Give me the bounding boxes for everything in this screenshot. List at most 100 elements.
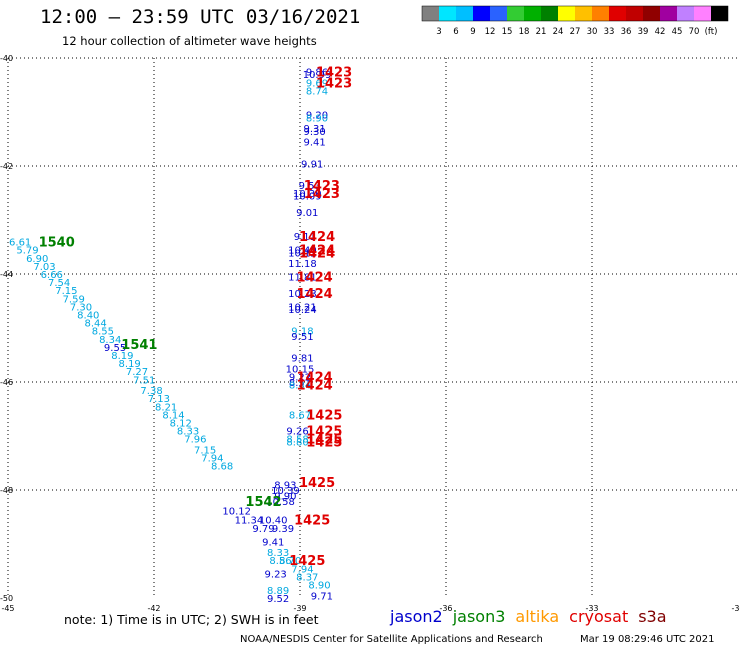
scale-label: (ft) — [705, 27, 718, 37]
wave-height-value: 7.38 — [140, 386, 162, 397]
footnote: note: 1) Time is in UTC; 2) SWH is in fe… — [64, 612, 319, 627]
y-tick-label: -50 — [0, 594, 13, 603]
wave-height-value: 10.15 — [286, 365, 315, 376]
scale-swatch — [677, 6, 694, 21]
wave-height-value: 10.99 — [303, 70, 332, 81]
scale-swatch — [439, 6, 456, 21]
scale-swatch — [609, 6, 626, 21]
x-tick-label: -45 — [1, 604, 14, 613]
scale-swatch — [694, 6, 711, 21]
pass-time-label: 1424 — [297, 379, 333, 394]
page-subtitle: 12 hour collection of altimeter wave hei… — [62, 34, 317, 48]
pass-time-label: 1424 — [297, 287, 333, 302]
pass-time-label: 1425 — [306, 433, 342, 448]
scale-label: 18 — [519, 27, 530, 37]
wave-height-value: 9.53 — [299, 181, 321, 192]
pass-time-label: 1424 — [299, 244, 335, 259]
scale-label: 9 — [470, 27, 475, 37]
pass-time-label: 1424 — [299, 230, 335, 245]
scale-label: 30 — [587, 27, 598, 37]
pass-time-label: 1423 — [316, 66, 352, 81]
wave-height-value: 8.14 — [162, 410, 184, 421]
wave-height-value: 6.66 — [41, 270, 63, 281]
scale-swatch — [660, 6, 677, 21]
scale-swatch — [422, 6, 439, 21]
wave-height-value: 8.74 — [306, 86, 328, 97]
wave-height-color-scale: 3 6 9 12 15 18 21 24 27 30 33 36 39 42 45 70 (ft) — [421, 5, 729, 37]
wave-height-value: 8.33 — [177, 427, 199, 438]
wave-height-value: 8.40 — [77, 311, 99, 322]
credit-line: NOAA/NESDIS Center for Satellite Applica… — [240, 634, 543, 645]
wave-height-value: 9.31 — [303, 124, 325, 135]
scale-label: 42 — [655, 27, 666, 37]
wave-height-value: 11.81 — [288, 273, 317, 284]
pass-time-label: 1425 — [306, 425, 342, 440]
wave-height-value: 9.41 — [262, 537, 284, 548]
legend-s3a: s3a — [638, 607, 667, 626]
wave-height-value: 6.90 — [26, 254, 48, 265]
wave-height-value: 10.21 — [288, 302, 317, 313]
wave-height-value: 8.19 — [119, 359, 141, 370]
wave-height-value: 7.27 — [126, 367, 148, 378]
wave-height-value: 9.23 — [265, 570, 287, 581]
wave-height-value: 7.59 — [63, 294, 85, 305]
pass-time-label: 1424 — [299, 246, 335, 261]
scale-swatch — [643, 6, 660, 21]
wave-height-value: 7.94 — [201, 454, 223, 465]
wave-height-value: 8.93 — [274, 481, 296, 492]
wave-height-value: 10.12 — [288, 248, 317, 259]
scale-label: 12 — [485, 27, 496, 37]
wave-height-value: 10.39 — [293, 189, 322, 200]
wave-height-value: 9.71 — [311, 591, 333, 602]
wave-height-value: 9.39 — [272, 524, 294, 535]
scale-swatch — [473, 6, 490, 21]
page-title: 12:00 — 23:59 UTC 03/16/2021 — [40, 6, 361, 28]
wave-height-value: 8.37 — [296, 572, 318, 583]
wave-height-value: 10.58 — [266, 497, 295, 508]
wave-height-value: 9.20 — [306, 111, 328, 122]
wave-height-value: 8.56 — [269, 556, 291, 567]
wave-height-value: 7.15 — [194, 446, 216, 457]
wave-height-value: 9.22 — [289, 373, 311, 384]
y-tick-label: -46 — [0, 378, 13, 387]
wave-height-value: 9.18 — [291, 327, 313, 338]
scale-label: 21 — [536, 27, 547, 37]
wave-height-value: 9.01 — [296, 208, 318, 219]
wave-height-value: 8.90 — [308, 581, 330, 592]
wave-height-value: 8.58 — [286, 435, 308, 446]
wave-height-value: 11.34 — [235, 516, 264, 527]
wave-height-value: 9.90 — [274, 491, 296, 502]
wave-height-value: 7.96 — [184, 435, 206, 446]
wave-height-value: 8.44 — [84, 319, 106, 330]
pass-time-label: 1423 — [304, 187, 340, 202]
wave-height-value: 7.54 — [48, 278, 70, 289]
scale-swatch — [524, 6, 541, 21]
pass-time-label: 1425 — [306, 435, 342, 450]
wave-height-value: 8.33 — [267, 548, 289, 559]
pass-time-label: 1542 — [245, 495, 281, 510]
wave-height-value: 7.03 — [33, 262, 55, 273]
wave-height-value: 7.13 — [148, 394, 170, 405]
scale-label: 39 — [638, 27, 649, 37]
scale-swatch — [456, 6, 473, 21]
x-tick-label: -42 — [147, 604, 160, 613]
wave-height-value: 6.61 — [9, 238, 31, 249]
pass-time-label: 1425 — [294, 514, 330, 529]
wave-height-value: 9.41 — [303, 138, 325, 149]
legend-jason2: jason2 — [390, 607, 443, 626]
scale-swatch — [507, 6, 524, 21]
scale-swatch — [575, 6, 592, 21]
wave-height-value: 8.89 — [267, 586, 289, 597]
wave-height-value: 10.12 — [222, 507, 251, 518]
pass-time-label: 1540 — [39, 236, 75, 251]
wave-height-value: 9.55 — [104, 343, 126, 354]
y-tick-label: -40 — [0, 54, 13, 63]
wave-height-value: 9.79 — [252, 524, 274, 535]
wave-height-value: 10.39 — [271, 486, 300, 497]
scale-label: 70 — [689, 27, 700, 37]
y-tick-label: -48 — [0, 486, 13, 495]
scale-swatch — [558, 6, 575, 21]
wave-height-value: 8.67 — [289, 410, 311, 421]
wave-height-value: 10.24 — [288, 305, 317, 316]
